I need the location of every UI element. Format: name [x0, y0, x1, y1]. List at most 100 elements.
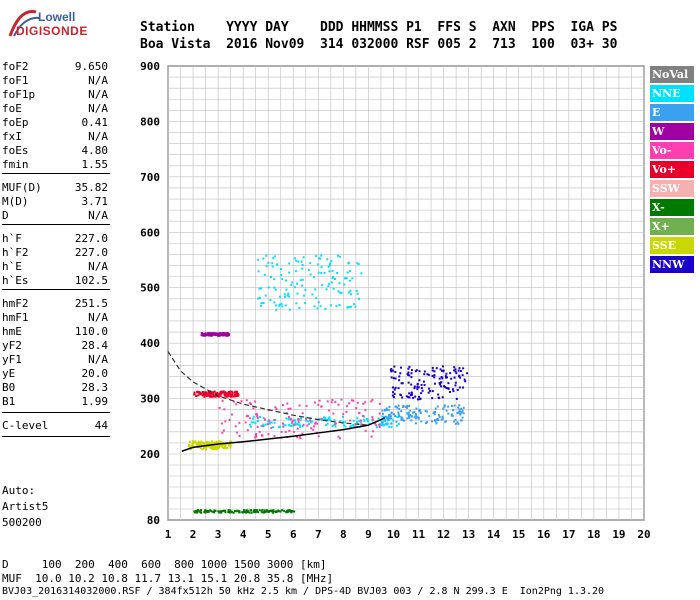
- data-point: [350, 399, 353, 402]
- data-point: [424, 409, 427, 412]
- data-point: [320, 417, 323, 420]
- data-point: [275, 308, 278, 311]
- data-point: [311, 420, 314, 423]
- data-point: [301, 278, 304, 281]
- data-point: [447, 412, 450, 415]
- data-point: [461, 374, 464, 377]
- data-point: [359, 419, 362, 422]
- data-point: [442, 407, 445, 410]
- data-point: [345, 410, 348, 413]
- data-point: [352, 423, 355, 426]
- param-key: fmin: [2, 158, 29, 171]
- x-tick-label: 15: [512, 528, 525, 541]
- data-point: [435, 367, 438, 370]
- data-point: [195, 394, 198, 397]
- data-point: [312, 428, 315, 431]
- data-point: [445, 409, 448, 412]
- data-point: [441, 415, 444, 418]
- data-point: [452, 390, 455, 393]
- param-key: C-level: [2, 419, 49, 432]
- data-point: [261, 425, 264, 428]
- data-point: [224, 391, 227, 394]
- data-point: [332, 412, 335, 415]
- data-point: [249, 425, 252, 428]
- data-point: [309, 419, 312, 422]
- data-point: [282, 422, 285, 425]
- data-point: [412, 396, 415, 399]
- data-point: [281, 278, 284, 281]
- data-point: [246, 429, 249, 432]
- data-point: [209, 509, 212, 512]
- logo-mark-icon: [8, 10, 41, 37]
- data-point: [292, 430, 295, 433]
- x-tick-label: 3: [215, 528, 222, 541]
- data-point: [415, 407, 418, 410]
- data-point: [334, 422, 337, 425]
- data-point: [282, 423, 285, 426]
- data-point: [221, 391, 224, 394]
- data-point: [208, 441, 211, 444]
- data-point: [426, 373, 429, 376]
- data-point: [211, 510, 214, 513]
- data-point: [217, 333, 220, 336]
- data-point: [320, 405, 323, 408]
- data-point: [250, 421, 253, 424]
- data-point: [210, 334, 213, 337]
- data-point: [299, 279, 302, 282]
- param-key: foEs: [2, 144, 29, 157]
- data-point: [366, 418, 369, 421]
- data-point: [330, 281, 333, 284]
- data-point: [353, 303, 356, 306]
- data-point: [356, 292, 359, 295]
- data-point: [234, 510, 237, 513]
- data-point: [392, 377, 395, 380]
- data-point: [398, 379, 401, 382]
- data-point: [199, 391, 202, 394]
- data-point: [445, 387, 448, 390]
- data-point: [196, 390, 199, 393]
- data-point: [218, 444, 221, 447]
- param-separator: [2, 173, 110, 174]
- data-point: [279, 295, 282, 298]
- header-line2: Boa Vista 2016 Nov09 314 032000 RSF 005 …: [140, 37, 618, 52]
- data-point: [213, 509, 216, 512]
- data-point: [227, 390, 230, 393]
- data-point: [330, 401, 333, 404]
- data-point: [462, 412, 465, 415]
- data-point: [336, 254, 339, 257]
- data-point: [406, 412, 409, 415]
- data-point: [409, 394, 412, 397]
- data-point: [444, 420, 447, 423]
- data-point: [389, 417, 392, 420]
- data-point: [297, 420, 300, 423]
- data-point: [323, 416, 326, 419]
- data-point: [398, 407, 401, 410]
- data-point: [391, 394, 394, 397]
- data-point: [301, 284, 304, 287]
- data-point: [427, 391, 430, 394]
- data-point: [347, 291, 350, 294]
- data-point: [208, 334, 211, 337]
- data-point: [349, 305, 352, 308]
- data-point: [234, 425, 237, 428]
- data-point: [413, 387, 416, 390]
- data-point: [285, 417, 288, 420]
- data-point: [397, 387, 400, 390]
- data-point: [200, 440, 203, 443]
- data-point: [464, 380, 467, 383]
- data-point: [197, 394, 200, 397]
- data-point: [274, 288, 277, 291]
- data-point: [452, 408, 455, 411]
- data-point: [398, 375, 401, 378]
- data-point: [301, 425, 304, 428]
- data-point: [203, 395, 206, 398]
- data-point: [246, 509, 249, 512]
- data-point: [269, 276, 272, 279]
- data-point: [457, 369, 460, 372]
- data-point: [284, 424, 287, 427]
- data-point: [258, 287, 261, 290]
- legend-item-sse: SSE: [650, 237, 694, 254]
- param-row: h`F 227.0: [2, 232, 108, 246]
- data-point: [218, 406, 221, 409]
- data-point: [338, 291, 341, 294]
